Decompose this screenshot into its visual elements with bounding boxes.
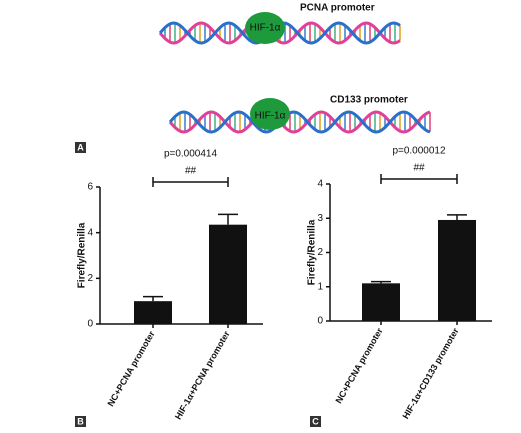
bar — [438, 219, 476, 321]
factor-label: HIF-1α — [255, 111, 286, 122]
y-tick-label: 4 — [87, 227, 93, 238]
y-tick-label: 4 — [317, 179, 323, 190]
y-axis-label: Firefly/Renilla — [307, 219, 318, 285]
x-tick-label: HIF-1α+PCNA promoter — [173, 329, 232, 421]
p-value: p=0.000414 — [164, 149, 218, 160]
y-tick-label: 0 — [87, 319, 93, 330]
bar — [209, 224, 247, 324]
y-tick-label: 1 — [317, 281, 323, 292]
promoter-label: PCNA promoter — [300, 3, 375, 14]
bar — [362, 283, 400, 321]
significance: ## — [185, 166, 197, 177]
y-axis-label: Firefly/Renilla — [77, 222, 88, 288]
x-tick-label: HIF-1α+CD133 promoter — [400, 326, 461, 421]
panel-letter: B — [77, 416, 84, 426]
panel-letter: C — [312, 416, 319, 426]
bar — [134, 301, 172, 324]
panel-label: B — [75, 416, 86, 427]
panel-label: A — [75, 142, 86, 153]
strand — [168, 110, 431, 134]
strand — [168, 110, 431, 134]
y-tick-label: 2 — [87, 273, 93, 284]
factor-label: HIF-1α — [250, 23, 281, 34]
strand — [158, 21, 401, 45]
panel-label: C — [310, 416, 321, 427]
significance: ## — [413, 163, 425, 174]
y-tick-label: 0 — [317, 316, 323, 327]
y-tick-label: 3 — [317, 213, 323, 224]
y-tick-label: 2 — [317, 247, 323, 258]
dna-helix — [168, 110, 431, 134]
dna-helix — [158, 21, 401, 45]
x-tick-label: NC+PCNA promoter — [333, 326, 385, 405]
promoter-label: CD133 promoter — [330, 95, 408, 106]
protein-blob — [245, 12, 285, 44]
panel-letter: A — [77, 142, 84, 152]
protein-blob — [250, 98, 290, 130]
y-tick-label: 6 — [87, 182, 93, 193]
x-tick-label: NC+PCNA promoter — [105, 329, 157, 408]
p-value: p=0.000012 — [392, 146, 446, 157]
